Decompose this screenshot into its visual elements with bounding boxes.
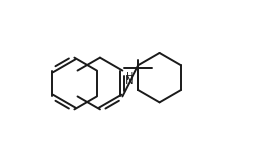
Text: H: H bbox=[126, 72, 133, 82]
Text: N: N bbox=[125, 74, 134, 87]
